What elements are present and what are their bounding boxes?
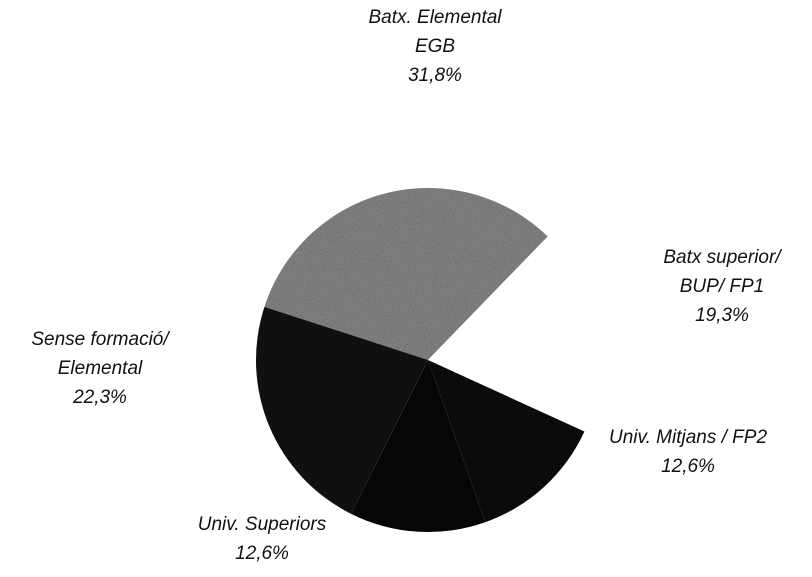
labels: Batx. Elemental EGB 31,8% Batx superior/BUP… (31, 7, 782, 564)
pie-slice (428, 236, 600, 432)
value-label: 12,6% (235, 543, 289, 564)
pie-slice (264, 187, 548, 360)
pie-slice (428, 360, 585, 523)
pie (255, 187, 600, 532)
slice-label: Batx. Elemental (368, 7, 502, 28)
slice-label: Univ. Mitjans / FP2 (609, 427, 767, 448)
slice-label: EGB (415, 36, 455, 57)
slice-label: BUP/ FP1 (680, 276, 764, 297)
value-label: 31,8% (408, 65, 462, 86)
slice-label: Batx superior/ (663, 247, 782, 268)
value-label: 12,6% (661, 456, 715, 477)
slice-label: Univ. Superiors (198, 514, 327, 535)
value-label: 19,3% (695, 305, 749, 326)
value-label: 22,3% (72, 387, 127, 408)
pie-slice (255, 306, 428, 514)
pie-slice (351, 360, 486, 532)
slice-label: Elemental (58, 358, 143, 379)
slice-label: Sense formació/ (31, 329, 170, 350)
